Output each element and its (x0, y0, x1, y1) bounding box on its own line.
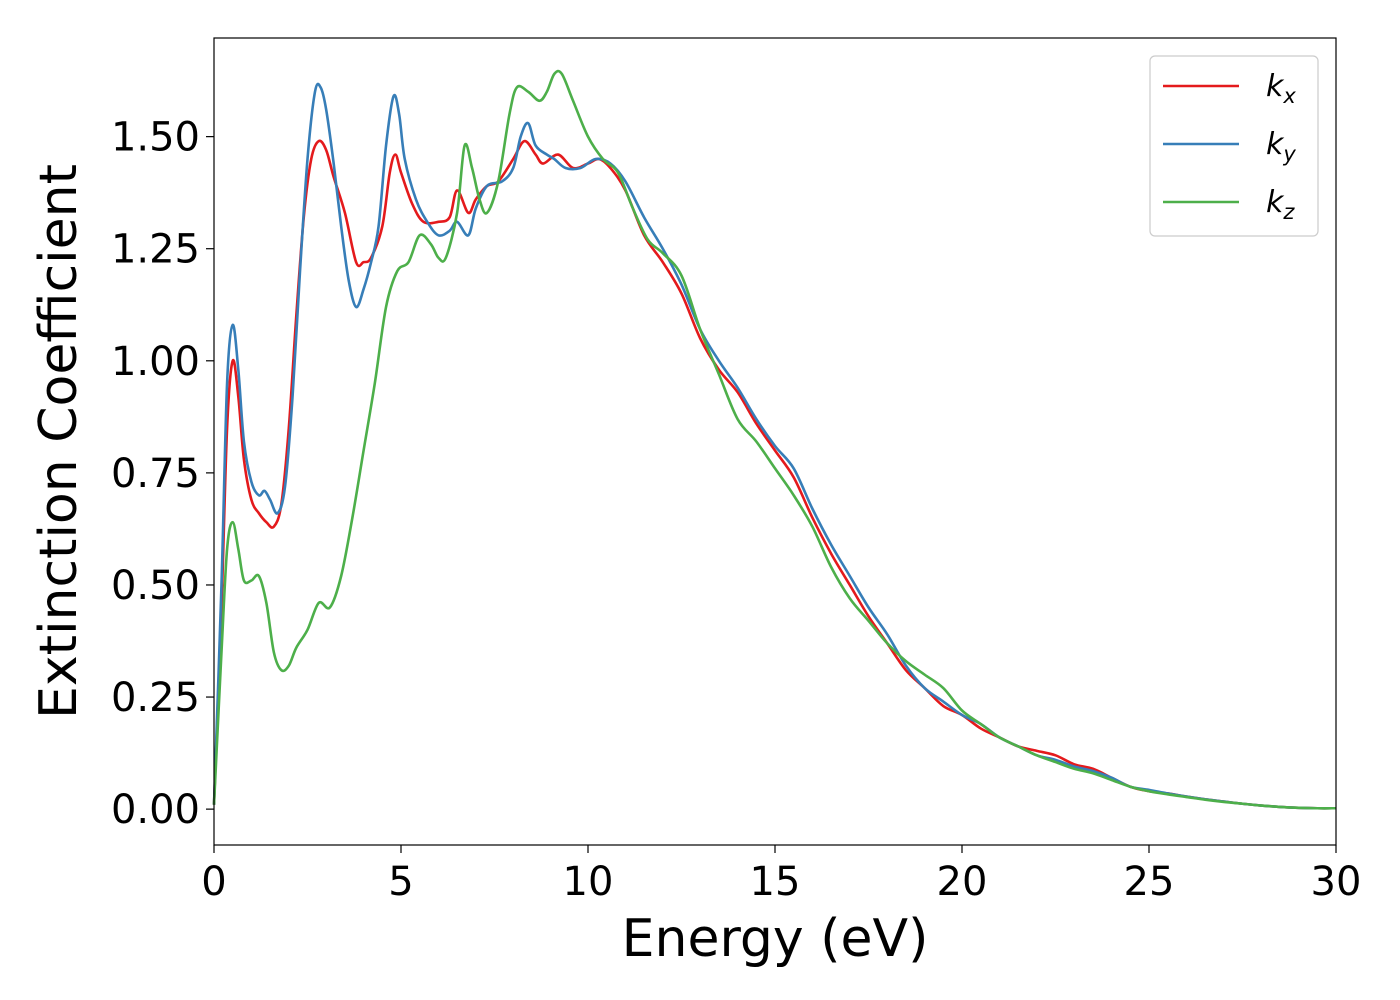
y-tick-label: 1.25 (111, 227, 200, 273)
y-tick-label: 0.00 (111, 787, 200, 833)
legend-label-y: ky (1266, 127, 1296, 166)
x-tick-label: 30 (1311, 859, 1362, 905)
x-tick-label: 20 (937, 859, 988, 905)
plot-lines (212, 69, 1337, 810)
y-tick-label: 0.50 (111, 563, 200, 609)
series-line-x (212, 139, 1337, 810)
y-axis-ticks: 0.00 0.25 0.50 0.75 1.00 1.25 1.50 (111, 115, 214, 833)
x-axis-title: Energy (eV) (622, 909, 929, 969)
y-tick-label: 0.25 (111, 675, 200, 721)
x-tick-label: 5 (388, 859, 413, 905)
y-tick-label: 1.50 (111, 115, 200, 161)
x-axis-ticks: 0 5 10 15 20 25 30 (201, 845, 1361, 905)
y-tick-label: 1.00 (111, 339, 200, 385)
series-line-z (212, 69, 1337, 810)
legend-label-z: kz (1266, 185, 1295, 224)
y-axis-title: Extinction Coefficient (29, 164, 89, 719)
x-tick-label: 25 (1124, 859, 1175, 905)
x-tick-label: 10 (563, 859, 614, 905)
legend: kx ky kz (1149, 55, 1319, 237)
x-tick-label: 15 (750, 859, 801, 905)
legend-box (1149, 55, 1319, 237)
series-line-y (212, 82, 1337, 810)
x-tick-label: 0 (201, 859, 226, 905)
legend-label-x: kx (1266, 69, 1296, 108)
y-tick-label: 0.75 (111, 451, 200, 497)
